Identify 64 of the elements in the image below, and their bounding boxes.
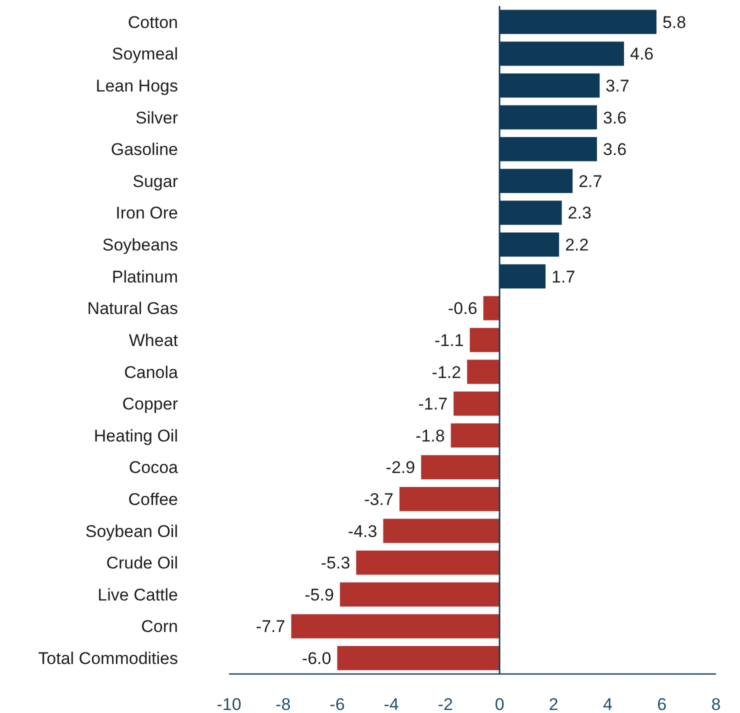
y-tick-label: Sugar xyxy=(132,172,178,191)
data-label: 4.6 xyxy=(630,44,654,64)
y-tick-label: Total Commodities xyxy=(38,649,178,668)
data-label: -0.6 xyxy=(448,299,478,318)
y-tick-label: Platinum xyxy=(112,267,178,286)
x-tick-label: -8 xyxy=(276,694,291,713)
bar xyxy=(450,423,500,448)
x-tick-label: -2 xyxy=(438,694,454,713)
y-tick-label: Corn xyxy=(141,617,178,636)
y-tick-label: Cocoa xyxy=(128,458,179,478)
y-tick-label: Soymeal xyxy=(112,44,178,64)
x-tick-label: 8 xyxy=(711,694,721,713)
bar xyxy=(483,296,500,320)
bar xyxy=(421,455,500,480)
data-label: -7.7 xyxy=(256,617,286,636)
data-label: 3.6 xyxy=(602,108,627,128)
x-tick-label: 0 xyxy=(494,694,504,713)
bar xyxy=(337,646,500,670)
data-label: 2.2 xyxy=(565,236,589,255)
x-tick-label: -4 xyxy=(384,694,399,713)
x-tick-label: -6 xyxy=(330,694,345,713)
data-label: -2.9 xyxy=(386,458,416,478)
y-tick-label: Soybeans xyxy=(102,236,178,255)
y-tick-label: Copper xyxy=(122,394,178,414)
data-label: -1.7 xyxy=(418,394,448,414)
data-label: 3.7 xyxy=(606,76,630,96)
x-tick-label: 2 xyxy=(548,694,558,713)
y-tick-label: Natural Gas xyxy=(87,299,178,318)
bar xyxy=(291,614,500,638)
data-label: -1.1 xyxy=(434,330,464,350)
bar xyxy=(356,550,500,575)
y-tick-label: Silver xyxy=(135,108,178,128)
x-tick-label: -10 xyxy=(216,694,242,713)
data-label: 2.7 xyxy=(578,172,602,191)
y-tick-label: Lean Hogs xyxy=(96,76,178,96)
data-label: 3.6 xyxy=(602,140,627,160)
x-tick-label: 4 xyxy=(603,694,613,713)
data-label: -5.3 xyxy=(320,554,350,573)
x-tick-label: 6 xyxy=(657,694,667,713)
bar xyxy=(340,582,500,607)
data-label: -3.7 xyxy=(364,490,394,509)
y-tick-label: Wheat xyxy=(128,330,178,350)
y-tick-label: Iron Ore xyxy=(116,204,178,223)
data-label: 2.3 xyxy=(568,204,592,223)
data-label: -1.8 xyxy=(416,426,445,446)
data-label: -1.2 xyxy=(432,362,462,382)
data-label: -6.0 xyxy=(302,649,332,668)
y-tick-label: Canola xyxy=(124,362,179,382)
data-label: -4.3 xyxy=(348,522,378,541)
bar xyxy=(454,392,500,416)
y-tick-label: Gasoline xyxy=(110,140,178,160)
y-tick-label: Soybean Oil xyxy=(85,522,178,541)
y-tick-label: Coffee xyxy=(128,490,178,509)
bar xyxy=(467,360,500,384)
data-label: -5.9 xyxy=(304,585,334,604)
data-label: 5.8 xyxy=(662,12,686,32)
bar xyxy=(399,486,500,512)
bar xyxy=(383,518,500,543)
y-tick-label: Heating Oil xyxy=(94,426,178,446)
bar xyxy=(470,328,500,352)
y-tick-label: Cotton xyxy=(128,12,178,32)
y-tick-label: Crude Oil xyxy=(106,554,178,573)
y-tick-label: Live Cattle xyxy=(98,585,178,604)
data-label: 1.7 xyxy=(552,267,576,286)
